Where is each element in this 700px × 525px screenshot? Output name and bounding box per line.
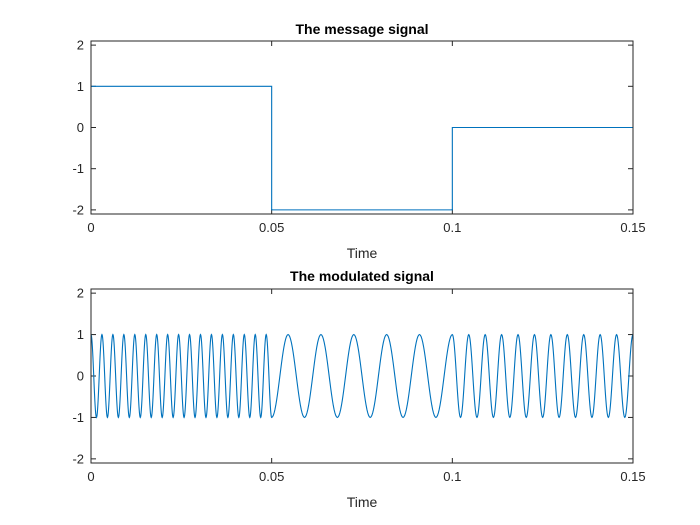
modulated-signal-frame	[90, 288, 634, 464]
x-tick-label: 0	[87, 220, 94, 235]
modulated-signal-lines	[90, 333, 634, 419]
message-signal-line	[91, 85, 633, 211]
x-tick-label: 0.1	[443, 220, 461, 235]
y-tick-label: -2	[72, 202, 84, 217]
x-tick-label: 0.1	[443, 469, 461, 484]
modulated-signal-title: The modulated signal	[290, 268, 434, 284]
message-signal-lines	[91, 85, 633, 211]
y-tick-label: 1	[77, 79, 84, 94]
message-signal-frame	[90, 40, 634, 215]
message-signal-axes: The message signal 0 0.05 0.1 0.15 -2 -1 0 1 2 T…	[72, 21, 645, 261]
x-tick-label: 0.05	[259, 220, 284, 235]
modulated-signal-axes: The modulated signal 0 0.05 0.1 0.15 -2 -1 0 1 2…	[72, 268, 645, 510]
modulated-signal-xlabel: Time	[347, 494, 378, 510]
modulated-signal-line	[90, 333, 634, 419]
y-tick-label: 1	[77, 327, 84, 342]
modulated-signal-ticks: 0 0.05 0.1 0.15 -2 -1 0 1 2	[72, 286, 645, 484]
message-signal-title: The message signal	[295, 21, 428, 37]
y-tick-label: 2	[77, 286, 84, 301]
y-tick-label: -1	[72, 410, 84, 425]
message-signal-xlabel: Time	[347, 245, 378, 261]
y-tick-label: -1	[72, 161, 84, 176]
x-tick-label: 0	[87, 469, 94, 484]
y-tick-label: 0	[77, 120, 84, 135]
x-tick-label: 0.15	[620, 220, 645, 235]
y-tick-label: 2	[77, 38, 84, 53]
x-tick-label: 0.05	[259, 469, 284, 484]
y-tick-label: 0	[77, 369, 84, 384]
x-tick-label: 0.15	[620, 469, 645, 484]
y-tick-label: -2	[72, 451, 84, 466]
